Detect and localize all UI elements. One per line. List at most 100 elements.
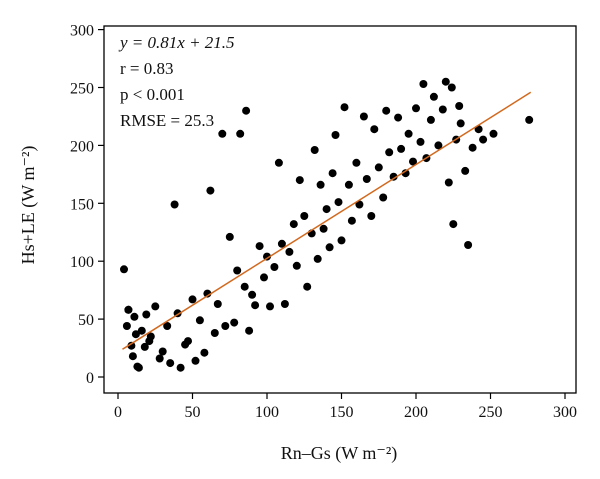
scatter-point xyxy=(151,302,160,311)
scatter-point xyxy=(233,266,242,275)
x-tick-label: 0 xyxy=(114,404,122,421)
scatter-point xyxy=(434,141,443,150)
scatter-point xyxy=(245,326,254,335)
scatter-point xyxy=(419,80,428,88)
scatter-point xyxy=(456,119,465,128)
scatter-point xyxy=(303,282,312,291)
scatter-point xyxy=(352,158,361,167)
stat-p: p < 0.001 xyxy=(120,85,185,104)
scatter-point xyxy=(137,326,146,335)
scatter-point xyxy=(127,341,136,350)
scatter-point xyxy=(221,322,230,330)
scatter-point xyxy=(295,176,304,185)
scatter-point xyxy=(429,92,438,101)
scatter-point xyxy=(397,144,406,153)
scatter-point xyxy=(285,247,294,256)
scatter-point xyxy=(188,295,197,304)
scatter-point xyxy=(260,273,268,282)
scatter-point xyxy=(266,302,274,311)
scatter-point xyxy=(191,356,200,365)
scatter-point xyxy=(292,261,301,270)
x-tick-label: 300 xyxy=(553,404,577,421)
scatter-point xyxy=(426,115,435,124)
scatter-point xyxy=(206,186,215,195)
scatter-point xyxy=(367,212,376,220)
scatter-point xyxy=(289,220,298,229)
scatter-point xyxy=(370,125,379,134)
scatter-point xyxy=(200,348,209,357)
y-tick-label: 300 xyxy=(70,23,94,40)
scatter-point xyxy=(130,312,139,321)
scatter-point xyxy=(416,137,425,146)
scatter-point xyxy=(195,316,204,325)
y-tick-label: 150 xyxy=(70,196,94,213)
x-axis-title: Rn–Gs (W m⁻²) xyxy=(281,443,398,464)
x-axis: 0 50 100 150 200 250 300 xyxy=(114,393,577,421)
y-tick-label: 50 xyxy=(78,312,94,329)
scatter-point xyxy=(347,216,356,225)
scatter-point xyxy=(412,104,420,113)
scatter-point xyxy=(155,354,164,363)
scatter-point xyxy=(316,180,325,189)
scatter-point xyxy=(489,129,498,138)
scatter-point xyxy=(404,129,413,138)
scatter-point xyxy=(362,175,371,183)
scatter-point xyxy=(274,158,283,167)
scatter-point xyxy=(525,115,534,124)
scatter-point xyxy=(251,301,260,310)
scatter-point xyxy=(163,322,172,330)
scatter-point xyxy=(170,200,179,209)
scatter-point xyxy=(479,135,488,144)
scatter-point xyxy=(441,77,450,86)
scatter-point xyxy=(176,363,185,372)
scatter-point xyxy=(325,243,334,252)
plot-frame xyxy=(103,25,577,394)
scatter-point xyxy=(331,131,340,139)
scatter-point xyxy=(334,198,343,207)
stat-r: r = 0.83 xyxy=(120,59,174,78)
scatter-point xyxy=(438,105,447,114)
scatter-point xyxy=(300,212,309,220)
scatter-point xyxy=(210,329,219,337)
scatter-point xyxy=(389,172,398,181)
y-tick-label: 200 xyxy=(70,138,94,155)
scatter-point xyxy=(184,337,192,346)
scatter-point xyxy=(120,265,128,274)
y-tick-label: 100 xyxy=(70,254,94,271)
y-axis-title: Hs+LE (W m⁻²) xyxy=(18,146,39,265)
scatter-point xyxy=(447,83,456,92)
scatter-point xyxy=(340,103,349,112)
scatter-point xyxy=(131,330,140,339)
scatter-point xyxy=(277,239,286,248)
scatter-point xyxy=(409,157,417,166)
scatter-point xyxy=(313,254,322,263)
scatter-point xyxy=(203,289,212,298)
x-tick-label: 100 xyxy=(255,404,279,421)
y-tick-label: 250 xyxy=(70,81,94,98)
scatter-point xyxy=(128,352,137,361)
scatter-point xyxy=(461,166,470,175)
scatter-point xyxy=(255,242,264,251)
scatter-point xyxy=(444,178,453,187)
stat-equation: y = 0.81x + 21.5 xyxy=(118,33,235,52)
scatter-point xyxy=(337,236,346,245)
scatter-point xyxy=(248,290,257,299)
y-axis: 0 50 100 150 200 250 300 xyxy=(70,23,104,387)
scatter-point xyxy=(280,300,289,308)
scatter-point xyxy=(379,193,388,202)
x-tick-label: 150 xyxy=(330,404,354,421)
scatter-point xyxy=(140,342,149,351)
scatter-points xyxy=(120,77,534,372)
scatter-point xyxy=(464,241,473,249)
scatter-point xyxy=(213,300,222,308)
scatter-point xyxy=(449,220,458,229)
scatter-point xyxy=(242,106,251,115)
scatter-point xyxy=(225,232,234,241)
scatter-point xyxy=(359,112,368,121)
scatter-point xyxy=(142,310,151,319)
scatter-point xyxy=(385,148,394,157)
scatter-point xyxy=(355,200,364,209)
x-tick-label: 250 xyxy=(479,404,503,421)
y-tick-label: 0 xyxy=(86,370,94,387)
